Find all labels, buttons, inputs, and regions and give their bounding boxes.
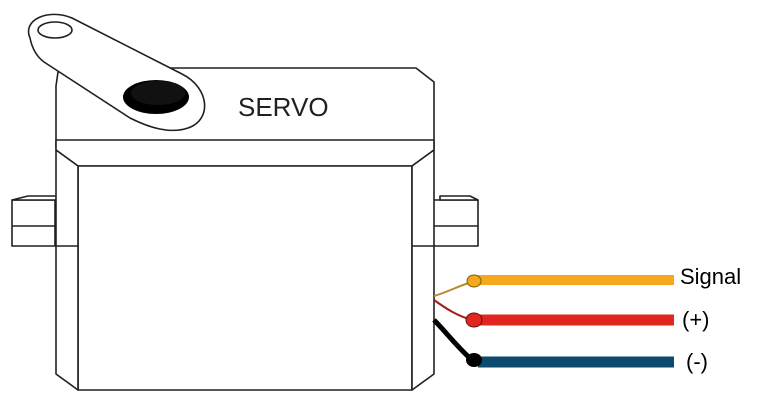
signal-connector bbox=[466, 274, 482, 288]
positive-connector bbox=[465, 312, 483, 328]
servo-front-face bbox=[77, 165, 413, 391]
ground-label: (-) bbox=[686, 349, 708, 374]
horn-hole bbox=[37, 21, 73, 39]
servo-label: SERVO bbox=[238, 92, 329, 122]
left-mounting-tab bbox=[11, 195, 63, 247]
output-shaft bbox=[123, 80, 189, 114]
signal-lead bbox=[433, 281, 473, 297]
servo-body bbox=[55, 67, 435, 391]
wires bbox=[432, 274, 674, 368]
ground-lead bbox=[432, 318, 474, 362]
ground-connector bbox=[466, 353, 482, 367]
servo-right-side bbox=[411, 149, 435, 391]
positive-label: (+) bbox=[682, 307, 710, 332]
servo-left-side bbox=[55, 149, 79, 391]
signal-label: Signal bbox=[680, 264, 741, 289]
servo-chamfer bbox=[55, 139, 435, 167]
